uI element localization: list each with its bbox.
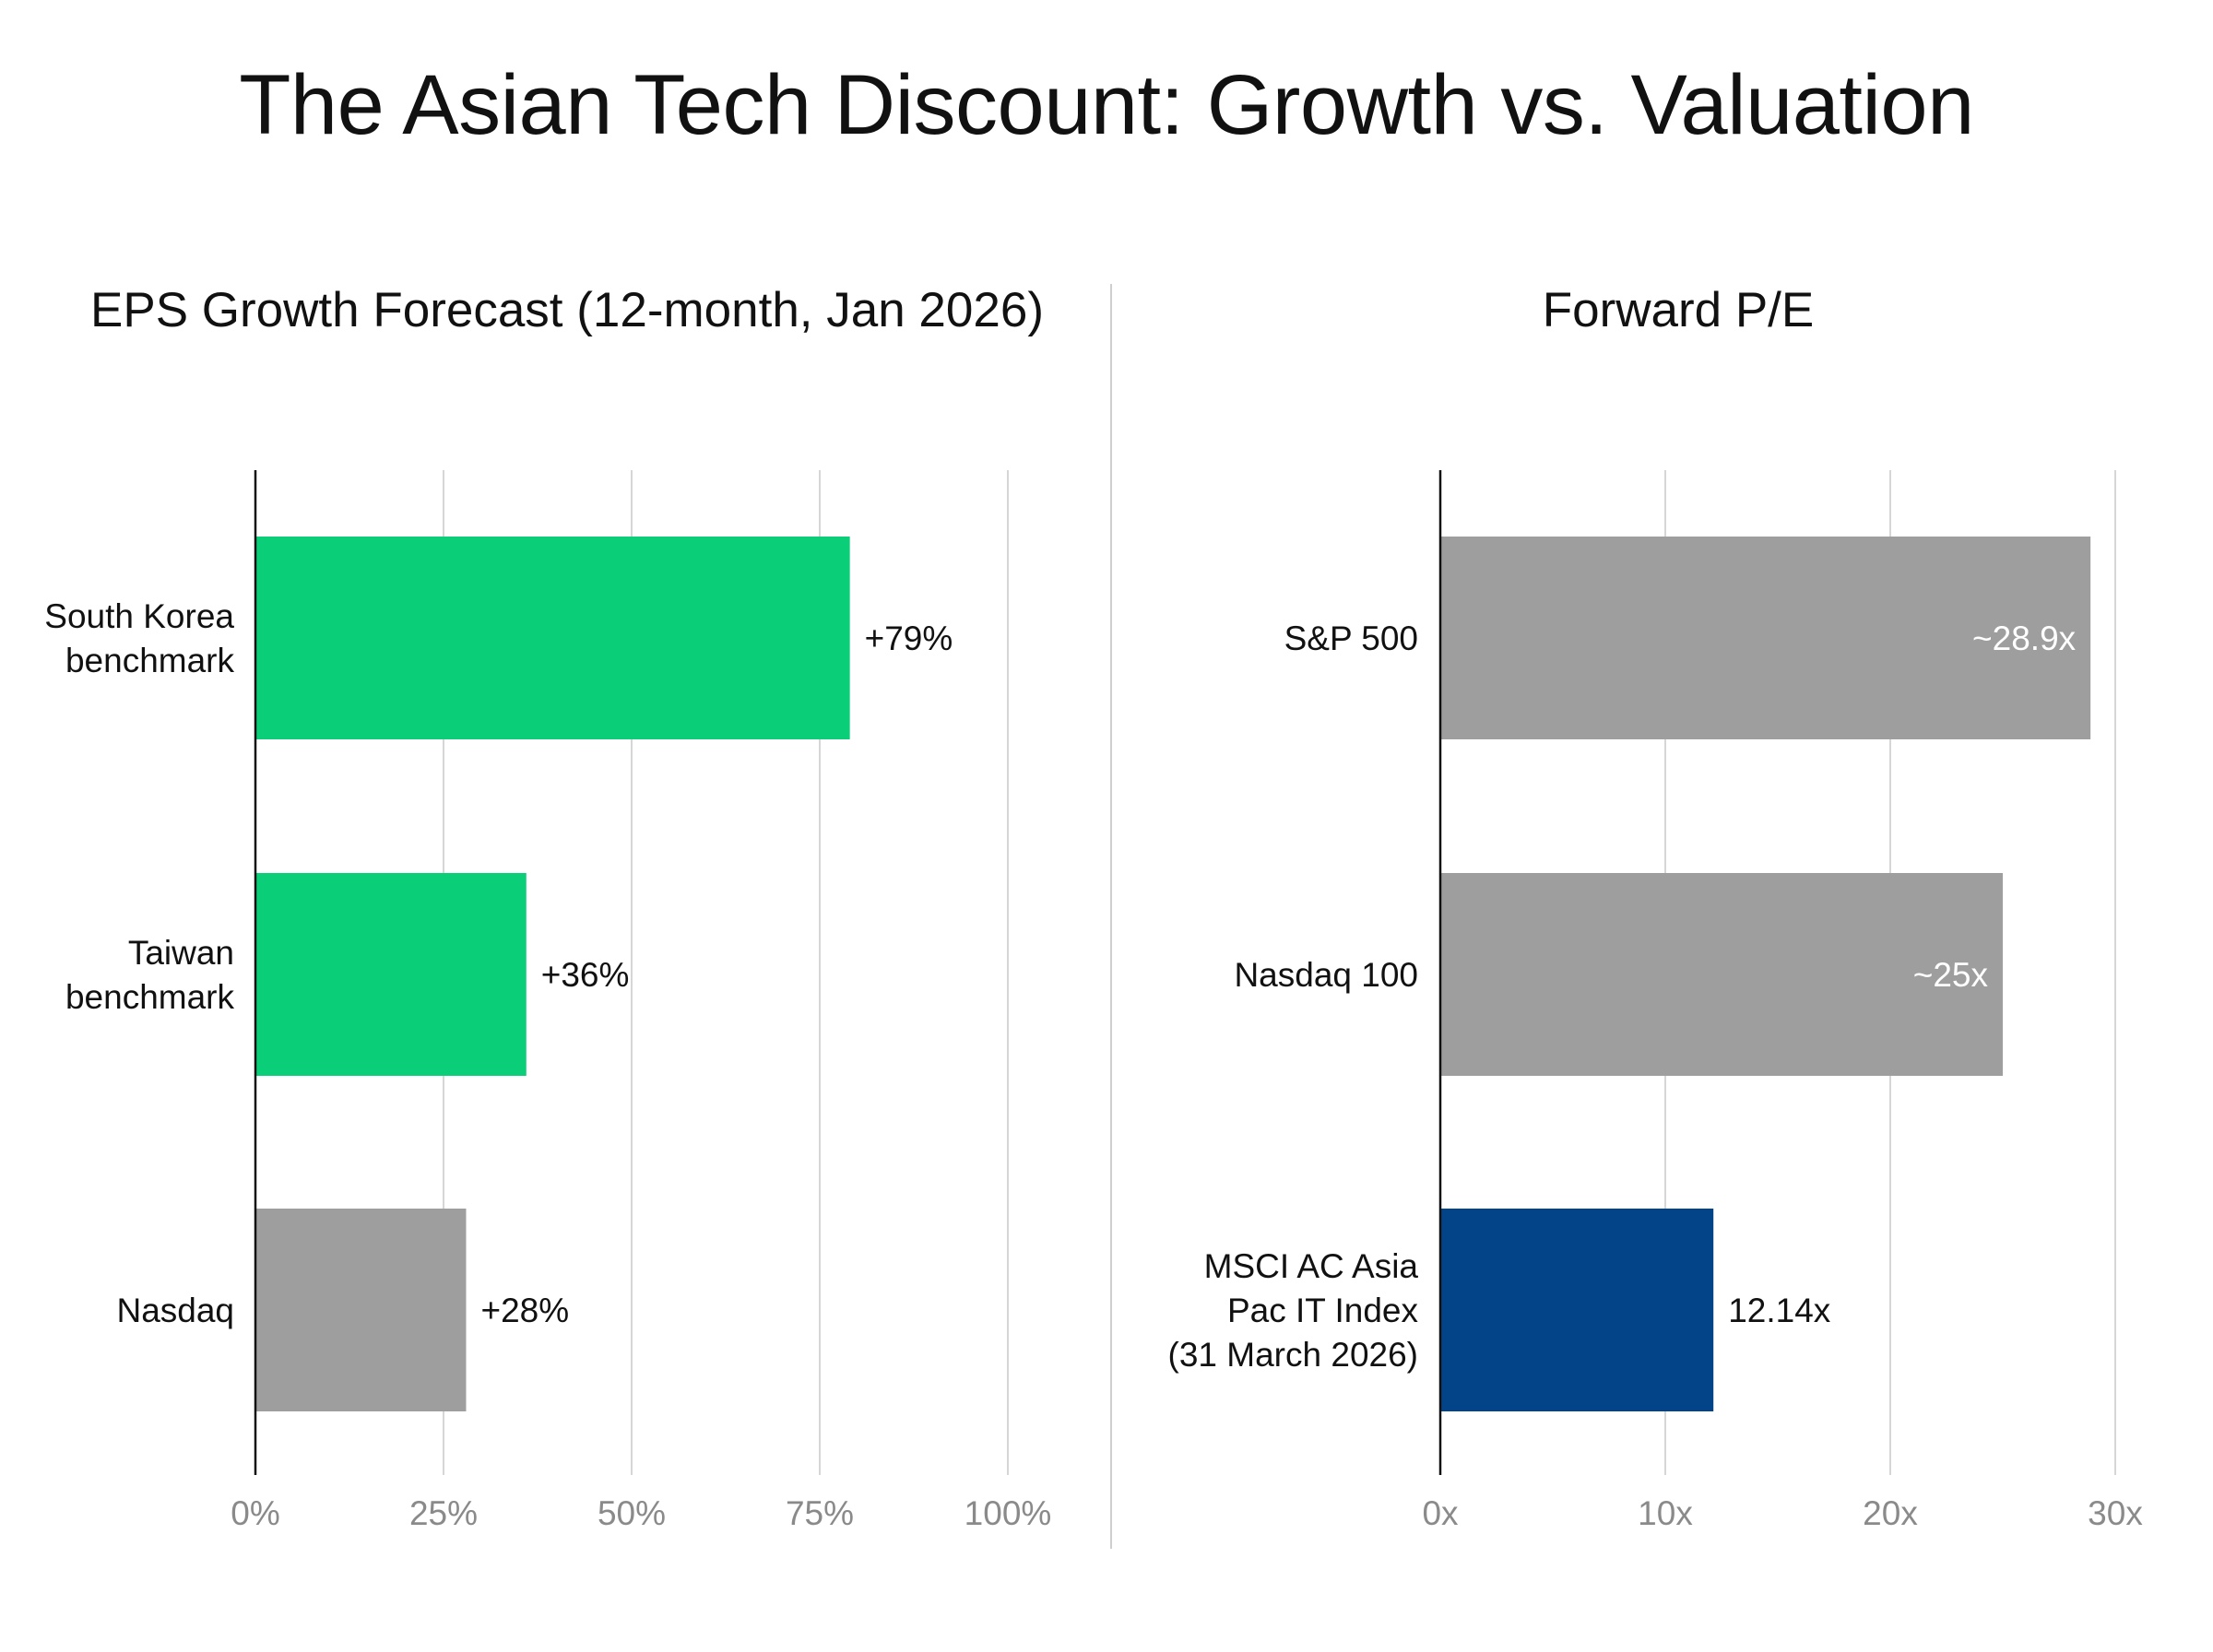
eps-tick-label-2: 50%: [598, 1494, 666, 1532]
eps-bar-0: [255, 537, 850, 739]
eps-growth-panel-title: EPS Growth Forecast (12-month, Jan 2026): [90, 283, 1044, 337]
eps-category-label-0: South Korea benchmark: [44, 597, 234, 679]
pe-category-label-0: S&P 500: [1284, 620, 1418, 657]
pe-bar-2: [1440, 1209, 1714, 1411]
pe-tick-label-2: 20x: [1863, 1494, 1918, 1532]
chart-title: The Asian Tech Discount: Growth vs. Valu…: [239, 58, 1974, 152]
pe-tick-label-0: 0x: [1422, 1494, 1459, 1532]
eps-value-label-1: +36%: [541, 956, 630, 994]
pe-value-label-0: ~28.9x: [1972, 620, 2077, 657]
forward-pe-panel-title: Forward P/E: [1542, 283, 1815, 337]
pe-tick-label-1: 10x: [1638, 1494, 1693, 1532]
eps-bar-2: [255, 1209, 467, 1411]
pe-category-label-1: Nasdaq 100: [1234, 956, 1418, 994]
eps-tick-label-0: 0%: [231, 1494, 279, 1532]
eps-value-label-2: +28%: [480, 1292, 569, 1329]
eps-tick-label-1: 25%: [409, 1494, 478, 1532]
pe-category-label-2: MSCI AC Asia Pac IT Index (31 March 2026): [1168, 1247, 1419, 1374]
eps-category-label-2: Nasdaq: [116, 1292, 234, 1329]
eps-tick-label-4: 100%: [964, 1494, 1052, 1532]
panel-divider: [1110, 284, 1112, 1549]
eps-category-label-1: Taiwan benchmark: [65, 934, 235, 1016]
pe-tick-label-3: 30x: [2088, 1494, 2143, 1532]
pe-value-label-1: ~25x: [1913, 956, 1989, 994]
eps-bar-1: [255, 873, 527, 1076]
eps-tick-label-3: 75%: [786, 1494, 854, 1532]
pe-value-label-2: 12.14x: [1728, 1292, 1831, 1329]
pe-bar-1: [1440, 873, 2003, 1076]
pe-bar-0: [1440, 537, 2091, 739]
eps-value-label-0: +79%: [865, 620, 953, 657]
